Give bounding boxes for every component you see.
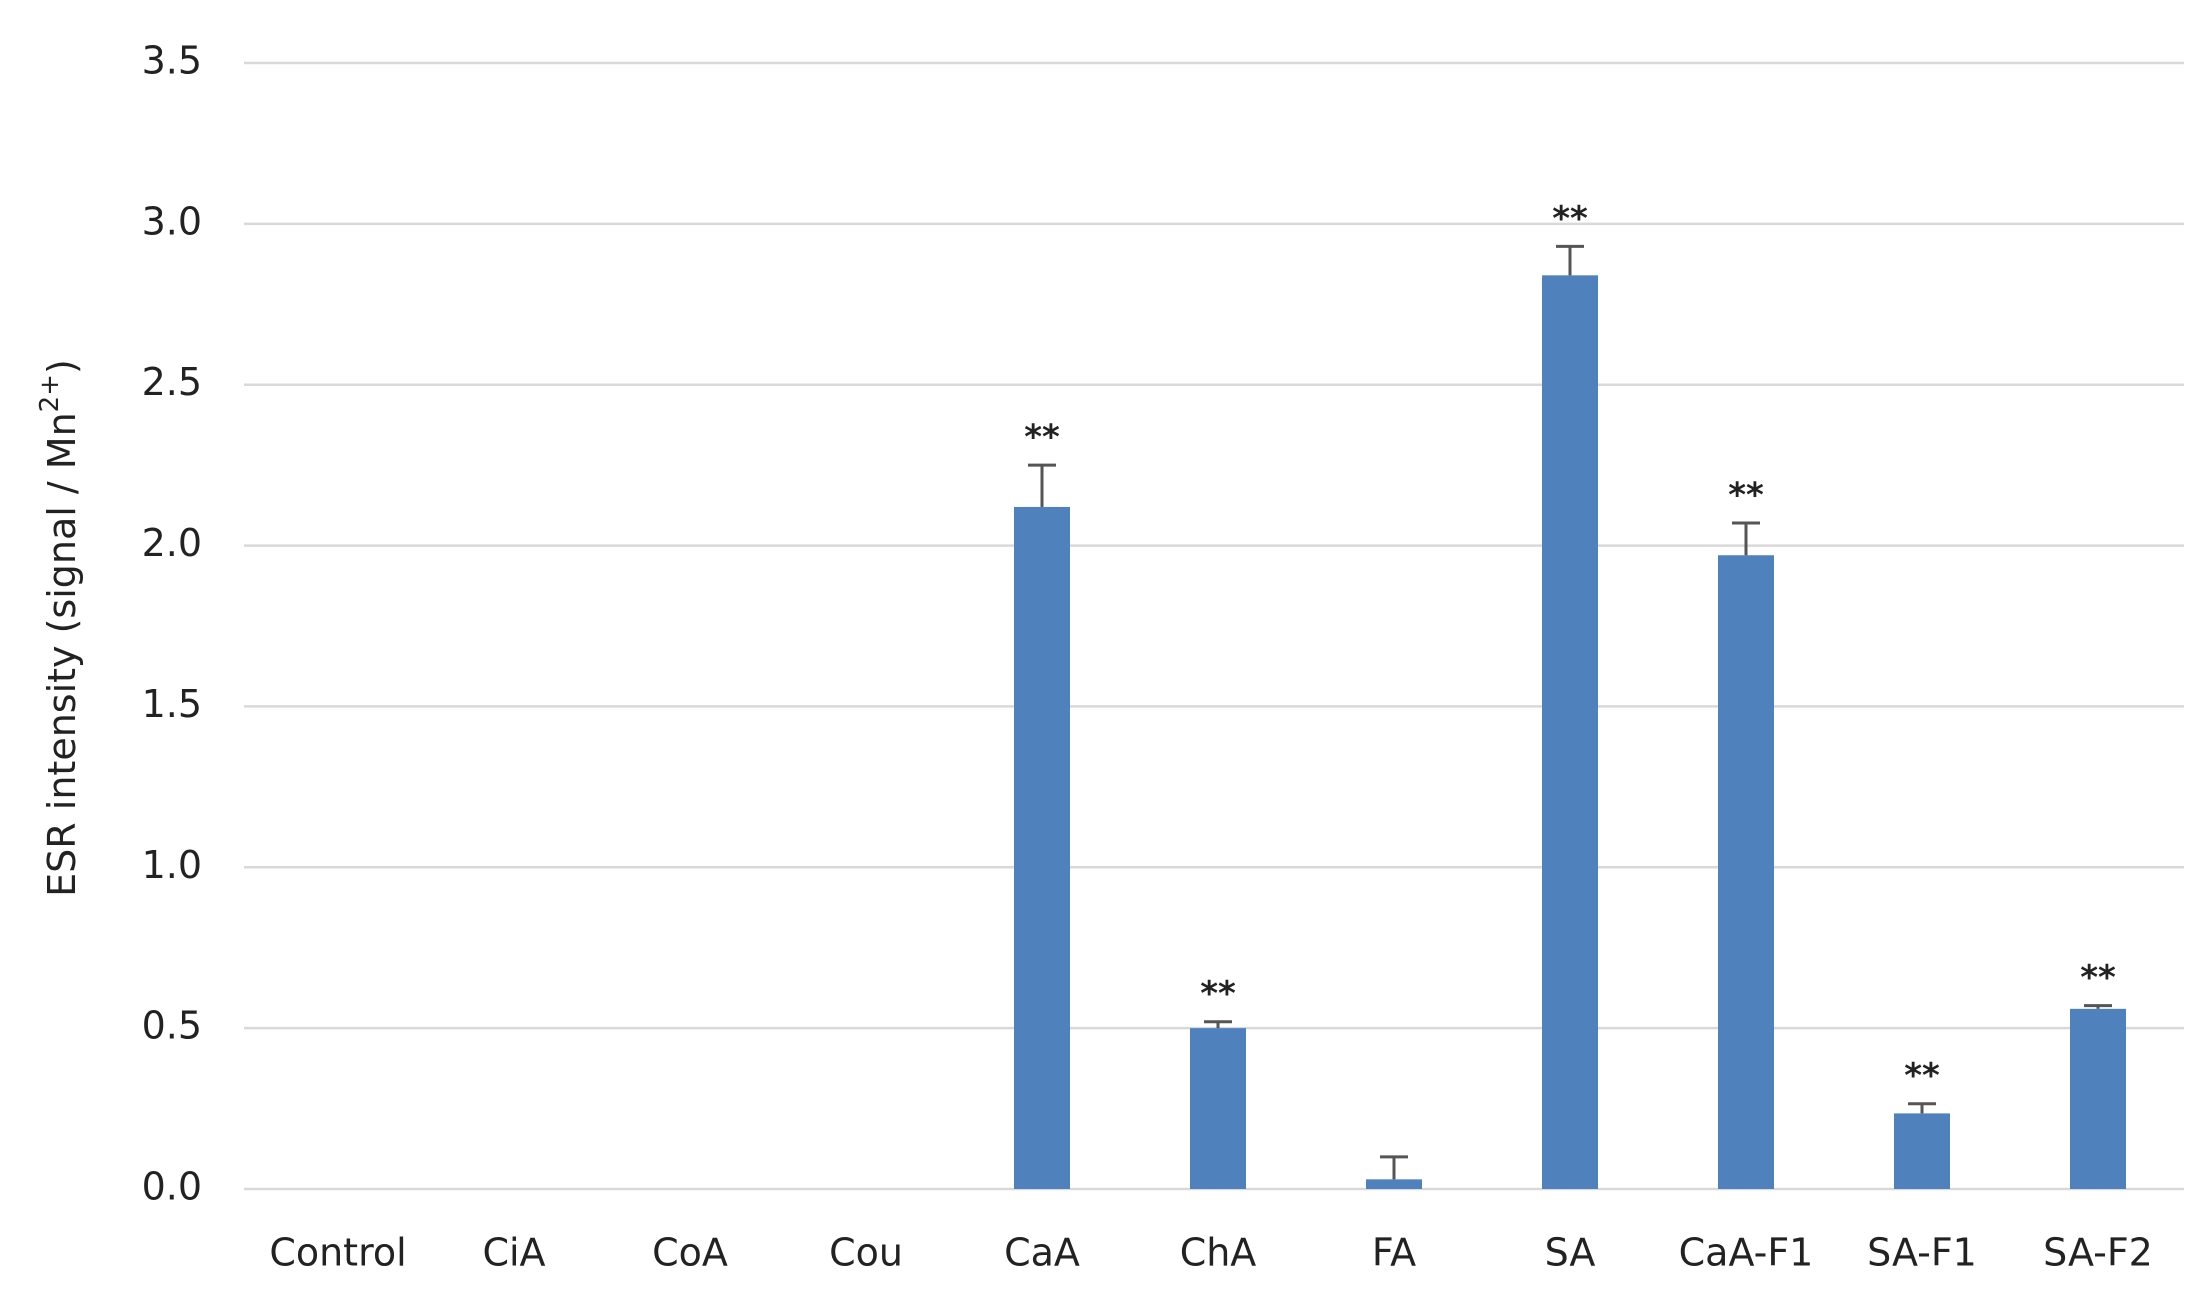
y-tick-label: 0.5: [142, 1004, 202, 1048]
error-bar: [1028, 463, 1056, 507]
y-tick-label: 2.0: [142, 521, 202, 565]
error-bar: [1908, 1102, 1936, 1114]
x-tick-label: SA-F1: [1867, 1231, 1977, 1275]
significance-label: **: [2080, 958, 2116, 998]
error-bar: [2084, 1004, 2112, 1009]
bar: [1014, 506, 1070, 1190]
x-tick-label: Cou: [829, 1231, 903, 1275]
x-tick-label: SA: [1545, 1231, 1596, 1275]
y-tick-label: 3.5: [142, 39, 202, 83]
bar: [2070, 1008, 2126, 1189]
x-tick-label: CoA: [652, 1231, 728, 1275]
y-tick-label: 1.0: [142, 843, 202, 887]
bar: [1894, 1113, 1950, 1189]
y-tick-label: 2.5: [142, 360, 202, 404]
significance-label: **: [1904, 1056, 1940, 1096]
x-tick-label: CaA: [1004, 1231, 1080, 1275]
significance-label: **: [1200, 974, 1236, 1014]
error-bar: [1732, 521, 1760, 556]
y-tick-label: 0.0: [142, 1165, 202, 1209]
y-tick-label: 3.0: [142, 199, 202, 243]
bar: [1718, 555, 1774, 1189]
error-bar: [1204, 1020, 1232, 1029]
significance-label: **: [1024, 418, 1060, 458]
y-tick-label: 1.5: [142, 682, 202, 726]
x-tick-label: CiA: [482, 1231, 545, 1275]
x-tick-label: FA: [1372, 1231, 1416, 1275]
x-tick-label: CaA-F1: [1679, 1231, 1814, 1275]
error-bar: [1556, 244, 1584, 276]
y-label-sup: 2+: [35, 374, 65, 412]
y-label-text: ESR intensity (signal / Mn: [40, 412, 84, 897]
x-tick-label: ChA: [1180, 1231, 1257, 1275]
bar: [1542, 275, 1598, 1189]
y-label-end: ): [40, 359, 84, 374]
significance-label: **: [1552, 199, 1588, 239]
error-bar: [1380, 1155, 1408, 1180]
bar: [1190, 1028, 1246, 1189]
y-axis-label: ESR intensity (signal / Mn2+): [35, 359, 84, 897]
bar: [1366, 1179, 1422, 1189]
x-tick-label: SA-F2: [2043, 1231, 2153, 1275]
significance-label: **: [1728, 476, 1764, 516]
x-tick-label: Control: [269, 1231, 406, 1275]
